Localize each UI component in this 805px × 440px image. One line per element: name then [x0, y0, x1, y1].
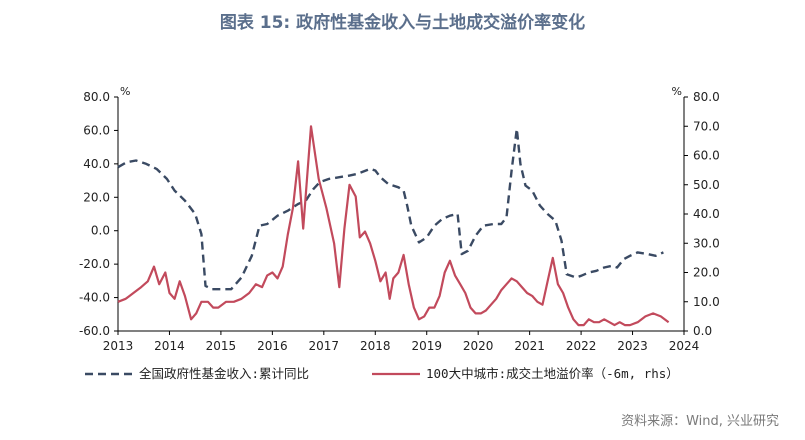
y-right-tick-label: 10.0 [693, 295, 720, 309]
x-tick-label: 2013 [103, 339, 134, 353]
legend-label-fund-revenue: 全国政府性基金收入:累计同比 [139, 366, 309, 381]
y-left-tick-label: -20.0 [79, 257, 110, 271]
y-right-tick-label: 30.0 [693, 236, 720, 250]
y-right-tick-label: 60.0 [693, 149, 720, 163]
y-left-tick-label: 20.0 [83, 190, 110, 204]
series-line-fund-revenue [117, 127, 664, 291]
y-left-tick-label: 80.0 [83, 90, 110, 104]
y-left-unit: % [120, 85, 130, 98]
legend-label-land-premium: 100大中城市:成交土地溢价率（-6m, rhs） [426, 366, 679, 381]
x-tick-label: 2021 [514, 339, 545, 353]
x-tick-label: 2014 [154, 339, 185, 353]
series-layer [117, 125, 670, 327]
x-tick-label: 2019 [411, 339, 442, 353]
source-note: 资料来源：Wind, 兴业研究 [621, 414, 779, 429]
x-tick-label: 2018 [360, 339, 391, 353]
y-right-tick-label: 20.0 [693, 266, 720, 280]
y-right-tick-label: 0.0 [693, 324, 712, 338]
x-tick-label: 2022 [566, 339, 597, 353]
y-left-tick-label: 0.0 [91, 224, 110, 238]
y-right-unit: % [672, 85, 682, 98]
axes: 80.0 60.0 40.0 20.0 0.0 -20.0 -40.0 -60.0 80.0 70… [79, 85, 720, 353]
x-tick-label: 2016 [257, 339, 288, 353]
x-tick-label: 2015 [206, 339, 237, 353]
x-tick-label: 2017 [309, 339, 340, 353]
y-left-tick-label: -60.0 [79, 324, 110, 338]
y-left-tick-label: -40.0 [79, 291, 110, 305]
y-right-tick-label: 80.0 [693, 90, 720, 104]
series-line-land-premium [117, 125, 670, 327]
x-tick-label: 2024 [669, 339, 700, 353]
legend: 全国政府性基金收入:累计同比 100大中城市:成交土地溢价率（-6m, rhs） [85, 366, 679, 381]
y-left-tick-label: 60.0 [83, 123, 110, 137]
chart-title: 图表 15: 政府性基金收入与土地成交溢价率变化 [219, 13, 586, 33]
y-right-tick-label: 40.0 [693, 207, 720, 221]
y-left-tick-label: 40.0 [83, 157, 110, 171]
x-tick-label: 2020 [463, 339, 494, 353]
y-right-tick-label: 70.0 [693, 119, 720, 133]
y-right-tick-label: 50.0 [693, 178, 720, 192]
x-tick-label: 2023 [617, 339, 648, 353]
